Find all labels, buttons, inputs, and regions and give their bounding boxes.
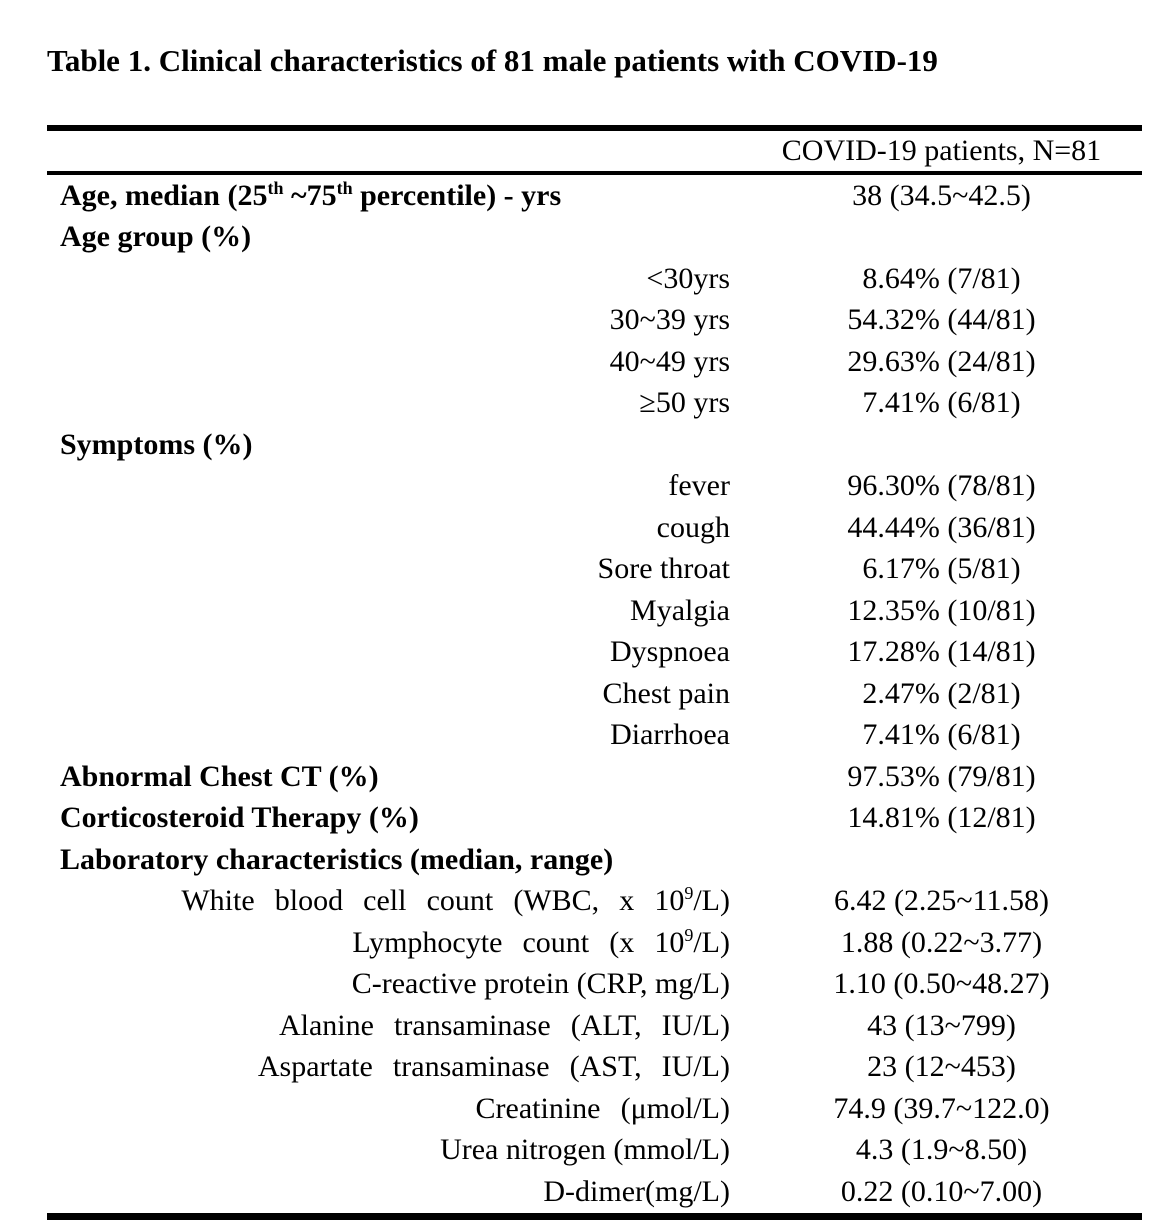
row-label: 40~49 yrs <box>609 344 730 378</box>
table-row: Sore throat 6.17% (5/81) <box>47 549 1142 591</box>
table-row: Laboratory characteristics (median, rang… <box>47 839 1142 881</box>
table-row: Abnormal Chest CT (%) 97.53% (79/81) <box>47 756 1142 798</box>
row-label: Dyspnoea <box>610 635 730 669</box>
table-row: Corticosteroid Therapy (%) 14.81% (12/81) <box>47 798 1142 840</box>
row-label: Urea nitrogen (mmol/L) <box>440 1133 730 1167</box>
table-row: Age group (%) <box>47 217 1142 259</box>
row-value: 6.42 (2.25~11.58) <box>833 884 1050 918</box>
row-label: Chest pain <box>602 676 731 710</box>
row-value: 6.17% (5/81) <box>862 552 1021 586</box>
table-row: 40~49 yrs 29.63% (24/81) <box>47 341 1142 383</box>
row-value: 17.28% (14/81) <box>847 635 1036 669</box>
row-label: Laboratory characteristics (median, rang… <box>60 842 614 876</box>
row-value: 8.64% (7/81) <box>862 261 1021 295</box>
row-value: 38 (34.5~42.5) <box>852 178 1031 212</box>
row-value: 96.30% (78/81) <box>847 469 1036 503</box>
row-label: Age, median (25th ~75th percentile) - yr… <box>60 177 562 212</box>
table-row: cough 44.44% (36/81) <box>47 507 1142 549</box>
table-row: Symptoms (%) <box>47 424 1142 466</box>
row-label: Aspartate transaminase (AST, IU/L) <box>257 1050 730 1084</box>
row-value: 4.3 (1.9~8.50) <box>855 1133 1028 1167</box>
row-value: 0.22 (0.10~7.00) <box>840 1174 1043 1208</box>
row-value: 43 (13~799) <box>867 1008 1016 1042</box>
clinical-characteristics-table: COVID-19 patients, N=81 Age, median (25t… <box>47 125 1142 1220</box>
row-value: 74.9 (39.7~122.0) <box>833 1091 1050 1125</box>
table-row: Creatinine (μmol/L) 74.9 (39.7~122.0) <box>47 1088 1142 1130</box>
row-label: fever <box>668 469 730 503</box>
row-label: Corticosteroid Therapy (%) <box>60 801 419 835</box>
row-value: 2.47% (2/81) <box>862 676 1021 710</box>
table-row: Aspartate transaminase (AST, IU/L) 23 (12… <box>47 1047 1142 1089</box>
row-label: Myalgia <box>630 593 730 627</box>
table-row: <30yrs 8.64% (7/81) <box>47 258 1142 300</box>
table-row: Diarrhoea 7.41% (6/81) <box>47 715 1142 757</box>
table-row: Dyspnoea 17.28% (14/81) <box>47 632 1142 674</box>
row-label: <30yrs <box>646 261 730 295</box>
table-row: Urea nitrogen (mmol/L) 4.3 (1.9~8.50) <box>47 1130 1142 1172</box>
row-value: 23 (12~453) <box>867 1050 1016 1084</box>
row-value: 97.53% (79/81) <box>847 759 1036 793</box>
row-value: 54.32% (44/81) <box>847 303 1036 337</box>
table-row: Lymphocyte count (x 109/L) 1.88 (0.22~3.7… <box>47 922 1142 964</box>
table-header-row: COVID-19 patients, N=81 <box>47 131 1142 175</box>
row-label: ≥50 yrs <box>639 386 730 420</box>
row-value: 1.88 (0.22~3.77) <box>840 925 1043 959</box>
row-label: Creatinine (μmol/L) <box>475 1091 730 1125</box>
row-value: 7.41% (6/81) <box>862 386 1021 420</box>
table-row: 30~39 yrs 54.32% (44/81) <box>47 300 1142 342</box>
table-row: ≥50 yrs 7.41% (6/81) <box>47 383 1142 425</box>
table-row: Myalgia 12.35% (10/81) <box>47 590 1142 632</box>
column-header: COVID-19 patients, N=81 <box>781 134 1102 167</box>
row-value: 12.35% (10/81) <box>847 593 1036 627</box>
row-value: 29.63% (24/81) <box>847 344 1036 378</box>
table-body: Age, median (25th ~75th percentile) - yr… <box>47 175 1142 1213</box>
row-label: Lymphocyte count (x 109/L) <box>352 924 730 959</box>
row-label: D-dimer(mg/L) <box>543 1174 730 1208</box>
row-label: Diarrhoea <box>610 718 730 752</box>
table-row: Alanine transaminase (ALT, IU/L) 43 (13~7… <box>47 1005 1142 1047</box>
table-row: D-dimer(mg/L) 0.22 (0.10~7.00) <box>47 1171 1142 1213</box>
row-label: Symptoms (%) <box>60 427 253 461</box>
row-label: cough <box>656 510 730 544</box>
table-row: Chest pain 2.47% (2/81) <box>47 673 1142 715</box>
row-value: 14.81% (12/81) <box>847 801 1036 835</box>
row-label: Sore throat <box>597 552 730 586</box>
row-value: 1.10 (0.50~48.27) <box>833 967 1050 1001</box>
table-title: Table 1. Clinical characteristics of 81 … <box>47 43 938 78</box>
row-label: White blood cell count (WBC, x 109/L) <box>181 883 730 918</box>
table-row: Age, median (25th ~75th percentile) - yr… <box>47 175 1142 217</box>
row-label: 30~39 yrs <box>609 303 730 337</box>
row-label: Abnormal Chest CT (%) <box>60 759 379 793</box>
table-row: White blood cell count (WBC, x 109/L) 6.4… <box>47 881 1142 923</box>
row-label: Age group (%) <box>60 220 252 254</box>
row-value: 7.41% (6/81) <box>862 718 1021 752</box>
row-label: C-reactive protein (CRP, mg/L) <box>351 967 730 1001</box>
row-label: Alanine transaminase (ALT, IU/L) <box>278 1008 730 1042</box>
table-row: fever 96.30% (78/81) <box>47 466 1142 508</box>
table-row: C-reactive protein (CRP, mg/L) 1.10 (0.50… <box>47 964 1142 1006</box>
row-value: 44.44% (36/81) <box>847 510 1036 544</box>
